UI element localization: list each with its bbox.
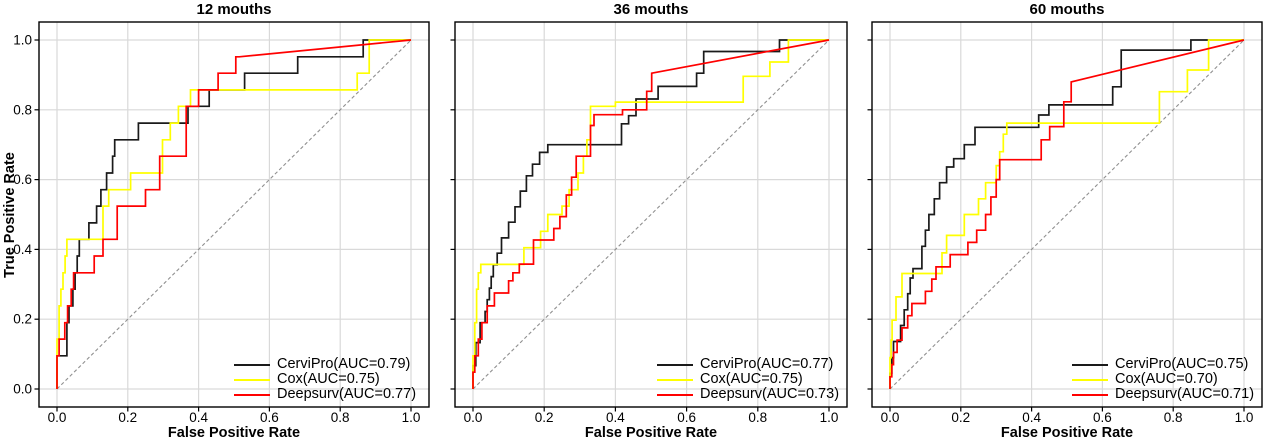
legend-row: Deepsurv(AUC=0.73) <box>657 387 839 402</box>
plot-border <box>38 21 430 408</box>
x-tick-label: 0.4 <box>606 410 625 425</box>
legend: CerviPro(AUC=0.79) Cox(AUC=0.75) Deepsur… <box>234 357 416 402</box>
plot-border <box>454 21 848 408</box>
x-tick-label: 1.0 <box>1235 410 1254 425</box>
panel-title: 60 mouths <box>1029 1 1105 18</box>
roc-curve-cox <box>889 39 1244 389</box>
legend-label-cox: Cox(AUC=0.70) <box>1115 371 1218 387</box>
x-tick-label: 0.4 <box>1022 410 1041 425</box>
legend-row: CerviPro(AUC=0.79) <box>234 357 416 372</box>
x-axis-label: False Positive Rate <box>167 425 301 441</box>
x-tick-label: 1.0 <box>402 410 421 425</box>
roc-panel-36-mouths: 0.0 0.2 0.4 0.6 0.8 1.0 36 mouths CerviPro(AU… <box>443 0 857 444</box>
x-tick-label: 0.8 <box>1164 410 1183 425</box>
chance-diagonal-line <box>889 39 1245 390</box>
x-tick-label: 0.2 <box>118 410 137 425</box>
x-tick-label: 0.8 <box>331 410 350 425</box>
x-tick-label: 0.0 <box>881 410 900 425</box>
x-tick-label: 0.2 <box>535 410 554 425</box>
legend-line-cox <box>657 378 693 381</box>
chance-diagonal-line <box>56 39 412 390</box>
roc-curve-cox <box>56 39 411 389</box>
legend: CerviPro(AUC=0.75) Cox(AUC=0.70) Deepsur… <box>1072 357 1254 402</box>
panel-title: 36 mouths <box>613 1 689 18</box>
legend-row: Deepsurv(AUC=0.71) <box>1072 387 1254 402</box>
y-tick-label: 0.2 <box>13 312 32 327</box>
x-tick-label: 0.6 <box>677 410 696 425</box>
legend-label-cervipro: CerviPro(AUC=0.79) <box>277 356 411 372</box>
panel-title: 12 mouths <box>196 1 272 18</box>
legend-line-cervipro <box>657 363 693 366</box>
x-tick-label: 0.0 <box>48 410 67 425</box>
roc-curve-deepsurv <box>472 39 830 389</box>
x-tick-label: 0.0 <box>464 410 483 425</box>
x-tick-label: 1.0 <box>820 410 839 425</box>
legend-row: Cox(AUC=0.75) <box>234 372 416 387</box>
roc-chart-60-mouths: 0.0 0.2 0.4 0.6 0.8 1.0 <box>867 21 1263 425</box>
legend-label-deepsurv: Deepsurv(AUC=0.73) <box>700 386 840 402</box>
roc-curve-deepsurv <box>56 39 412 389</box>
y-tick-label: 1.0 <box>13 33 32 48</box>
roc-chart-36-mouths: 0.0 0.2 0.4 0.6 0.8 1.0 <box>450 21 848 425</box>
x-axis-label: False Positive Rate <box>584 425 718 441</box>
legend-label-deepsurv: Deepsurv(AUC=0.77) <box>277 386 417 402</box>
legend-line-deepsurv <box>657 393 693 396</box>
legend-line-cervipro <box>1072 363 1108 366</box>
legend-label-cervipro: CerviPro(AUC=0.75) <box>1115 356 1249 372</box>
x-tick-label: 0.6 <box>1093 410 1112 425</box>
roc-panel-60-mouths: 0.0 0.2 0.4 0.6 0.8 1.0 60 mouths CerviPro(AU… <box>857 0 1268 444</box>
x-tick-label: 0.2 <box>951 410 970 425</box>
legend-line-deepsurv <box>234 393 270 396</box>
legend-label-cervipro: CerviPro(AUC=0.77) <box>700 356 834 372</box>
x-tick-label: 0.4 <box>189 410 208 425</box>
legend-line-deepsurv <box>1072 393 1108 396</box>
x-tick-label: 0.8 <box>748 410 767 425</box>
roc-curve-cox <box>472 39 829 389</box>
legend-line-cervipro <box>234 363 270 366</box>
x-tick-label: 0.6 <box>260 410 279 425</box>
legend-label-cox: Cox(AUC=0.75) <box>277 371 380 387</box>
roc-curve-cervipro <box>889 39 1244 389</box>
y-tick-label: 0.0 <box>13 382 32 397</box>
legend-row: Deepsurv(AUC=0.77) <box>234 387 416 402</box>
y-tick-label: 0.6 <box>13 172 32 187</box>
chance-diagonal-line <box>472 39 830 390</box>
legend-row: Cox(AUC=0.75) <box>657 372 839 387</box>
legend-line-cox <box>1072 378 1108 381</box>
x-axis-label: False Positive Rate <box>1000 425 1134 441</box>
legend-label-deepsurv: Deepsurv(AUC=0.71) <box>1115 386 1255 402</box>
roc-panel-12-mouths: 0.0 0.0 0.2 0.2 0.4 0.4 0.6 0.6 0.8 0.8 1.0 1.0 12 … <box>0 0 443 444</box>
plot-border <box>871 21 1263 408</box>
y-tick-label: 0.8 <box>13 102 32 117</box>
legend: CerviPro(AUC=0.77) Cox(AUC=0.75) Deepsur… <box>657 357 839 402</box>
roc-curve-deepsurv <box>889 39 1245 389</box>
legend-line-cox <box>234 378 270 381</box>
legend-row: CerviPro(AUC=0.77) <box>657 357 839 372</box>
legend-label-cox: Cox(AUC=0.75) <box>700 371 803 387</box>
legend-row: Cox(AUC=0.70) <box>1072 372 1254 387</box>
legend-row: CerviPro(AUC=0.75) <box>1072 357 1254 372</box>
roc-chart-12-mouths: 0.0 0.0 0.2 0.2 0.4 0.4 0.6 0.6 0.8 0.8 1.0 1.0 <box>13 21 430 425</box>
y-tick-label: 0.4 <box>13 242 32 257</box>
